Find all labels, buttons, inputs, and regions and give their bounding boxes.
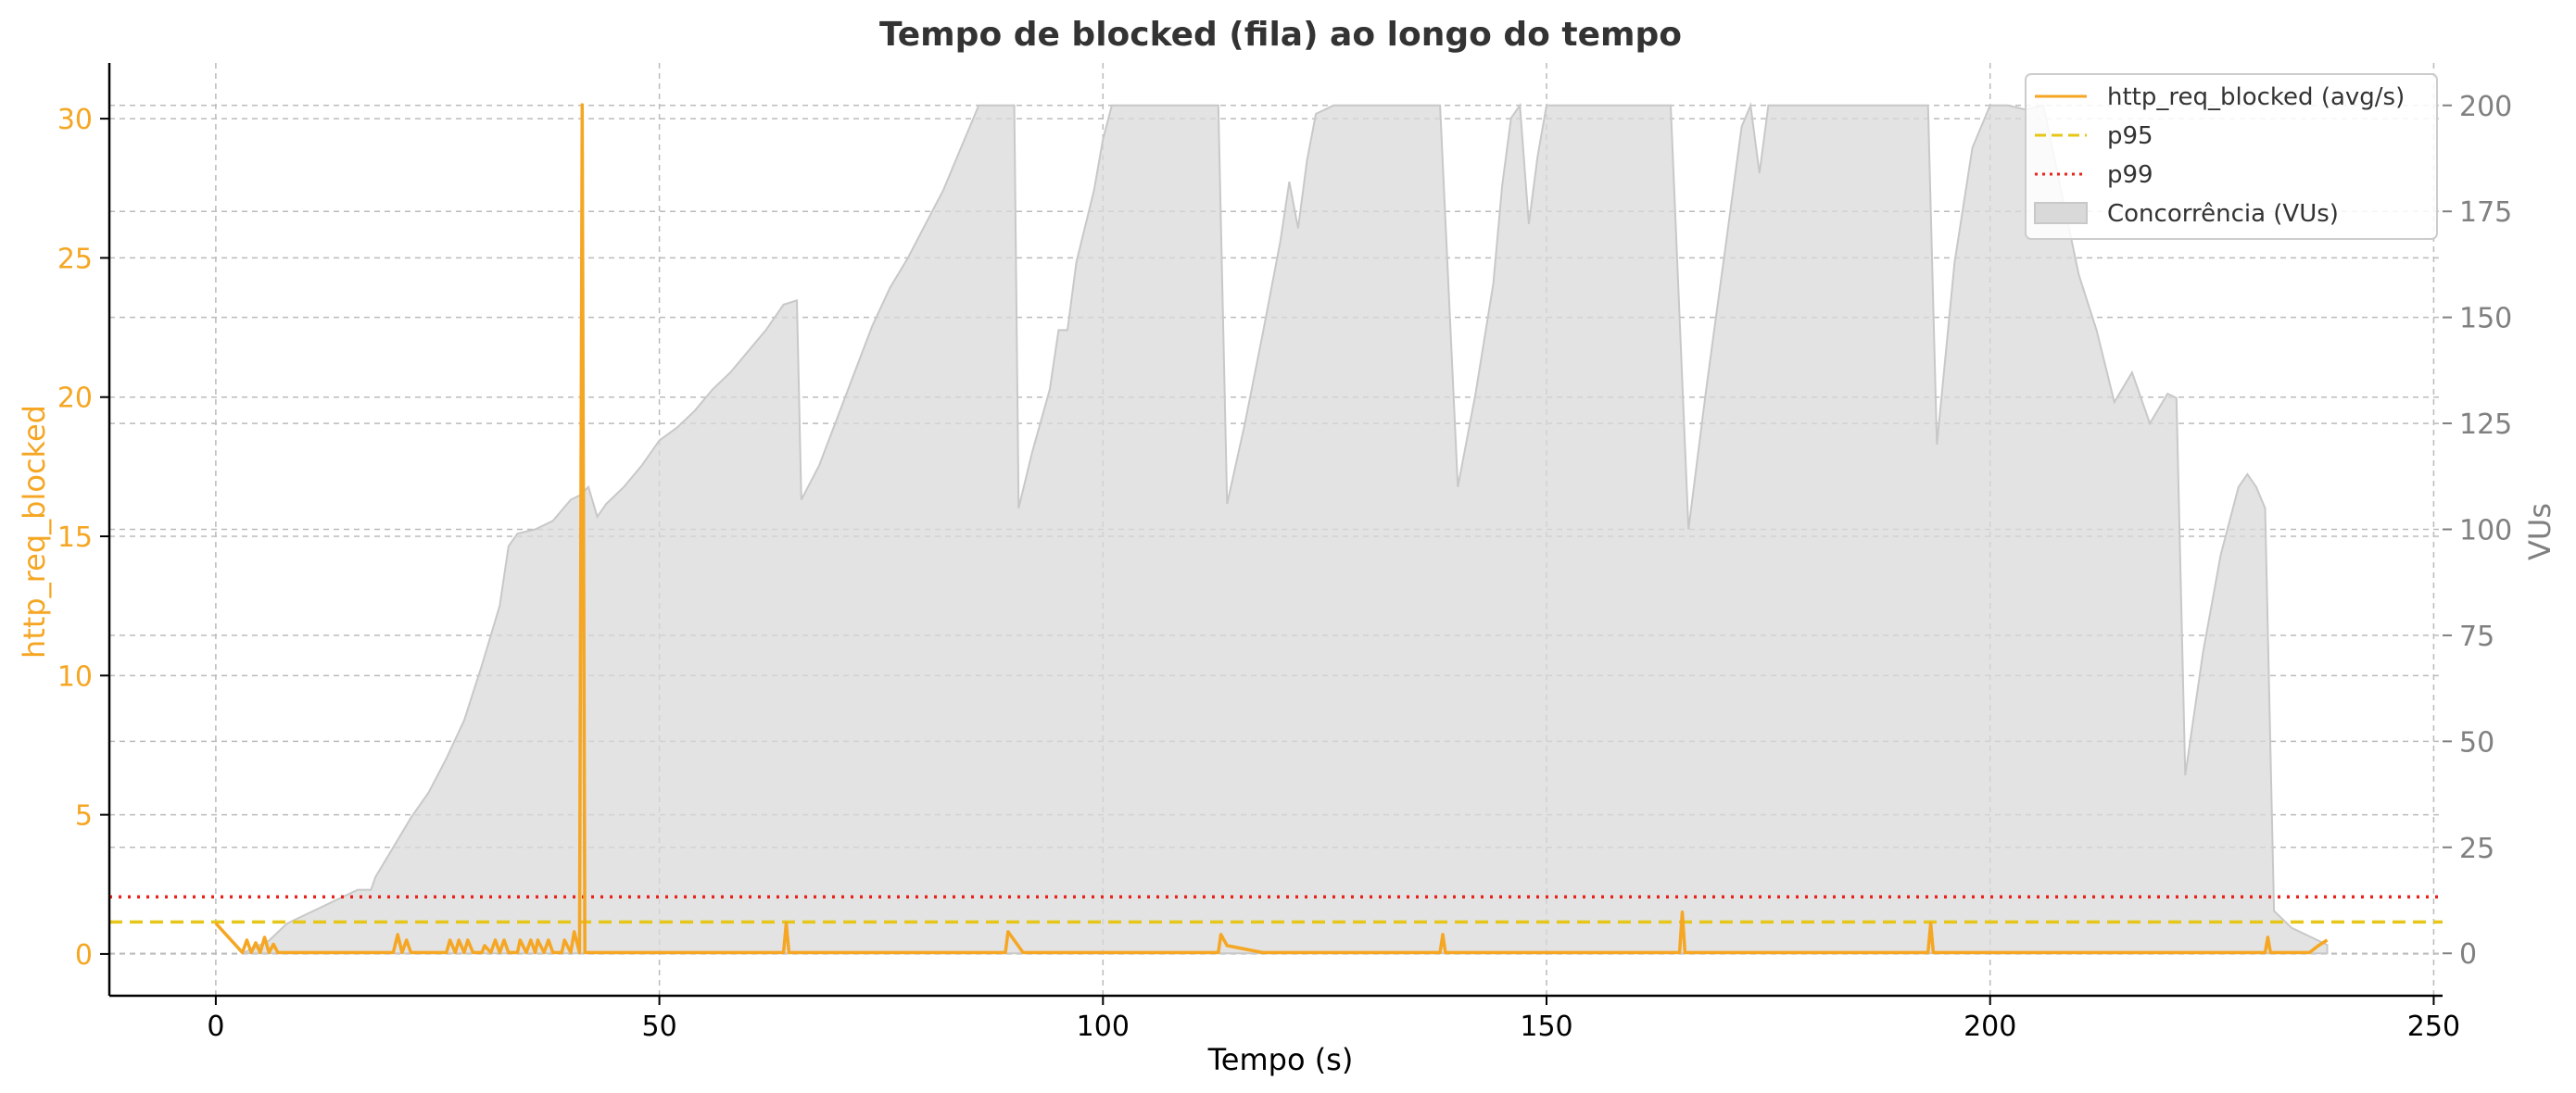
y-right-tick-label: 75 [2459, 621, 2494, 653]
x-tick-label: 100 [1077, 1011, 1130, 1043]
legend-swatch-vus [2034, 202, 2088, 224]
y-left-tick-label: 10 [57, 660, 93, 693]
y-right-tick-label: 175 [2459, 196, 2512, 229]
y-right-tick-label: 150 [2459, 303, 2512, 335]
legend-label-p99: p99 [2107, 161, 2153, 189]
y-right-tick-label: 50 [2459, 726, 2494, 759]
y-left-tick-label: 5 [75, 800, 93, 833]
y-right-tick-label: 100 [2459, 515, 2512, 547]
vus-area-layer [241, 101, 2329, 955]
line-layer [109, 103, 2443, 955]
legend-label-p95: p95 [2107, 122, 2153, 150]
y-right-axis-label: VUs [2522, 503, 2557, 560]
y-left-tick-label: 15 [57, 521, 93, 554]
vus-area [241, 101, 2329, 955]
x-tick-label: 250 [2407, 1011, 2460, 1043]
blocked-line [214, 103, 2329, 955]
axes: 0 50 100 150 200 250 0 5 10 15 20 25 30 0 25 50 75 100 125… [57, 63, 2512, 1043]
y-right-tick-label: 200 [2459, 91, 2512, 123]
x-axis-label: Tempo (s) [1207, 1042, 1354, 1077]
legend-label-vus: Concorrência (VUs) [2107, 200, 2339, 228]
legend-box [2025, 73, 2438, 240]
legend: http_req_blocked (avg/s) p95 p99 Concorr… [2025, 73, 2438, 240]
legend-label-blocked: http_req_blocked (avg/s) [2107, 83, 2405, 111]
x-tick-label: 50 [642, 1011, 677, 1043]
y-left-tick-label: 25 [57, 243, 93, 275]
y-left-tick-label: 0 [75, 939, 93, 972]
y-right-tick-label: 25 [2459, 833, 2494, 865]
y-right-tick-label: 0 [2459, 938, 2477, 971]
x-tick-label: 200 [1964, 1011, 2016, 1043]
chart-title: Tempo de blocked (fila) ao longo do temp… [879, 16, 1682, 54]
y-right-tick-label: 125 [2459, 408, 2512, 441]
y-left-axis-label: http_req_blocked [17, 405, 52, 659]
y-left-tick-label: 20 [57, 383, 93, 415]
x-tick-label: 0 [207, 1011, 224, 1043]
x-tick-label: 150 [1520, 1011, 1572, 1043]
y-left-tick-label: 30 [57, 104, 93, 136]
